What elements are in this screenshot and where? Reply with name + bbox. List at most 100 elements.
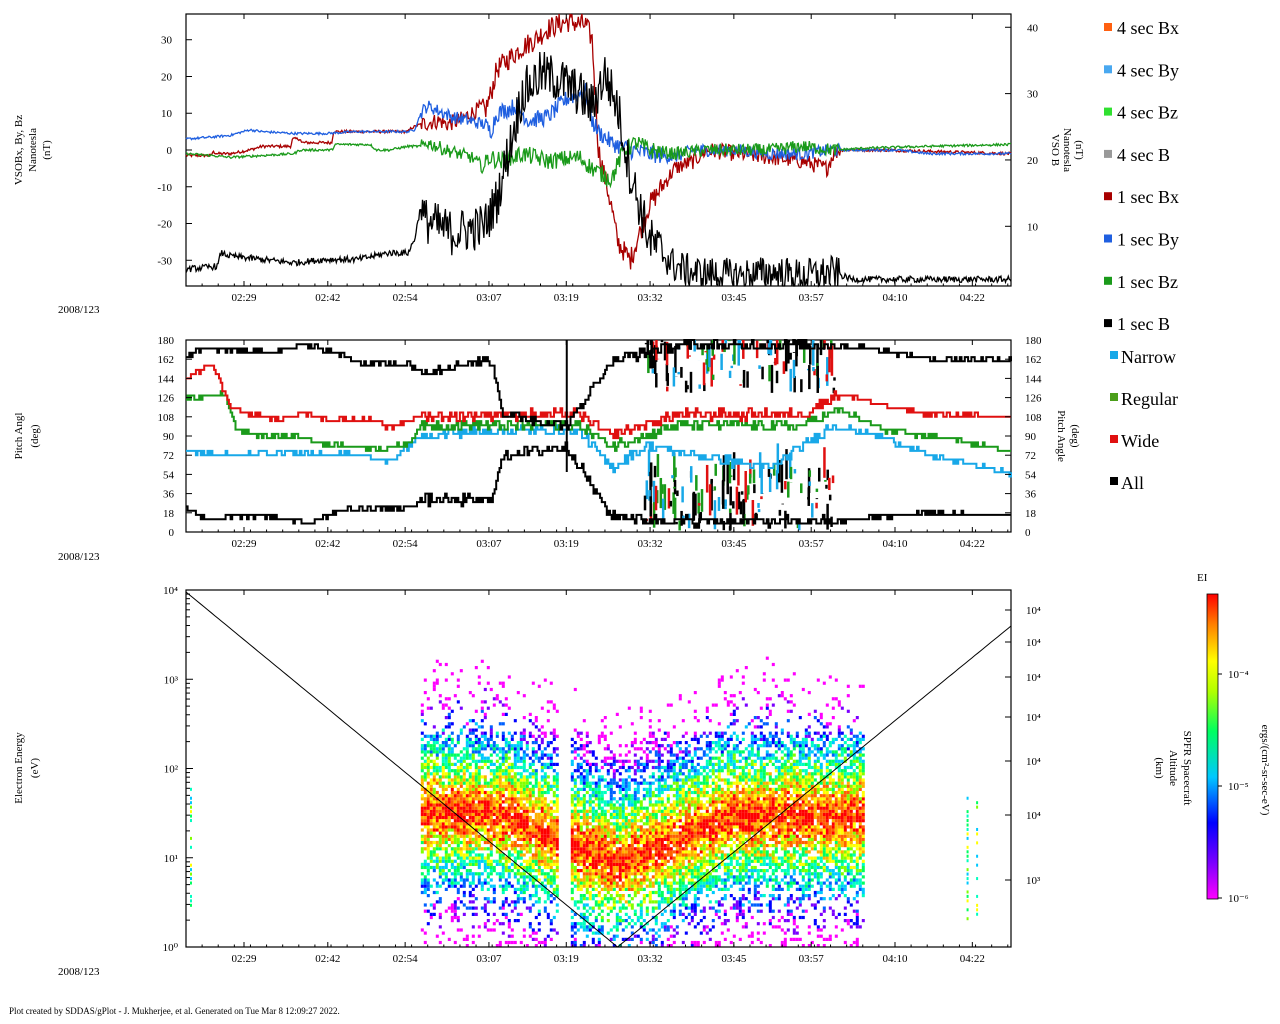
pitch-ylabel-1: Pitch Angl [13, 413, 25, 460]
spectrogram-cell [546, 894, 550, 898]
spectrogram-cell [570, 825, 574, 829]
spectrogram-cell [582, 831, 586, 835]
y-right-tick-label: 10 [1027, 221, 1039, 233]
spectrogram-cell [531, 741, 535, 745]
spectrogram-cell [720, 825, 724, 829]
spectrogram-cell [519, 853, 523, 857]
spectrogram-cell [717, 903, 721, 907]
spectrogram-cell [444, 809, 448, 813]
spectrogram-cell [603, 847, 607, 851]
spectrogram-cell [666, 744, 670, 748]
spectrogram-cell [684, 844, 688, 848]
spectrogram-cell [468, 784, 472, 788]
spectrogram-cell [669, 909, 673, 913]
spectrogram-cell [501, 731, 505, 735]
spectrogram-cell [687, 906, 691, 910]
spectrogram-cell [555, 803, 559, 807]
spectrogram-cell [660, 765, 664, 770]
spectrogram-cell [615, 812, 619, 816]
spectrogram-cell [699, 819, 703, 823]
spectrogram-cell [450, 850, 454, 854]
spectrogram-cell [522, 881, 526, 885]
spectrogram-cell [693, 869, 697, 873]
spectrogram-cell [621, 847, 625, 851]
spectrogram-cell [699, 734, 703, 738]
spectrogram-cell [606, 781, 610, 785]
spectrogram-cell [663, 900, 667, 904]
spectrogram-cell [528, 925, 532, 929]
spectrogram-cell [645, 834, 649, 838]
spectrogram-cell [492, 819, 496, 823]
spectrogram-cell [471, 790, 475, 795]
spectrogram-cell [516, 878, 520, 882]
spectrogram-cell [513, 847, 517, 851]
spectrogram-cell [672, 903, 676, 907]
spectrogram-cell [522, 859, 526, 863]
spectrogram-cell [678, 872, 682, 876]
spectrogram-cell [651, 856, 655, 860]
spectrogram-cell [717, 887, 721, 891]
spectrogram-cell [645, 762, 649, 766]
spectrogram-cell [645, 756, 649, 760]
spectrogram-cell [678, 756, 682, 760]
spectrogram-cell [438, 940, 442, 945]
spectrogram-cell [504, 837, 508, 841]
spectrogram-cell [693, 862, 697, 866]
spectrogram-cell [519, 897, 523, 901]
spectrogram-cell [492, 897, 496, 901]
spectrogram-cell [471, 856, 475, 860]
spectrogram-cell [447, 722, 451, 726]
spectrogram-cell [714, 875, 718, 879]
spectrogram-cell [522, 872, 526, 876]
spectrogram-cell [576, 840, 580, 845]
spectrogram-cell [636, 903, 640, 907]
spectrogram-cell [456, 812, 460, 816]
spectrogram-cell [513, 828, 517, 832]
spectrogram-cell [690, 803, 694, 807]
spectrogram-cell [465, 803, 469, 807]
spectrogram-cell [582, 759, 586, 763]
spectrogram-cell [576, 875, 580, 879]
spectrogram-cell [573, 925, 577, 929]
spectrogram-cell [618, 787, 622, 791]
spectrogram-cells [190, 656, 979, 948]
spectrogram-cell [588, 850, 592, 854]
spectrogram-cell [573, 875, 577, 879]
spectrogram-cell [540, 809, 544, 813]
spectrogram-cell [591, 781, 595, 785]
spectrogram-cell [543, 944, 547, 948]
spectrogram-cell [492, 834, 496, 838]
spectrogram-cell [492, 900, 496, 904]
spectrogram-cell [462, 881, 466, 885]
spectrogram-cell [435, 769, 439, 773]
spectrogram-cell [717, 731, 721, 735]
spectrogram-cell [684, 822, 688, 826]
spectrogram-cell [546, 847, 550, 851]
spectrogram-cell [528, 762, 532, 766]
spectrogram-cell [606, 834, 610, 838]
spectrogram-cell [600, 903, 604, 907]
spectrogram-cell [552, 822, 556, 826]
spectrogram-cell [681, 865, 685, 870]
spectrogram-cell [435, 681, 439, 685]
spectrogram-cell [651, 834, 655, 838]
spectrogram-cell [429, 797, 433, 801]
spectrogram-cell [471, 741, 475, 745]
spectrogram-cell [726, 725, 730, 729]
spectrogram-cell [480, 812, 484, 816]
spectrogram-cell [504, 800, 508, 804]
spectrogram-cell [471, 803, 475, 807]
spectrogram-cell [480, 856, 484, 860]
spectrogram-cell [537, 794, 541, 798]
spectrogram-cell [654, 847, 658, 851]
spectrogram-cell [426, 878, 430, 882]
pitch-series-all-top [186, 339, 1012, 431]
spectrogram-cell [717, 878, 721, 882]
spectrogram-cell [654, 834, 658, 838]
spectrogram-cell [702, 862, 706, 866]
spectrogram-cell [657, 887, 661, 891]
spectrogram-cell [438, 747, 442, 751]
spectrogram-cell [495, 734, 499, 738]
spectrogram-cell [624, 853, 628, 857]
spectrogram-cell [495, 859, 499, 863]
